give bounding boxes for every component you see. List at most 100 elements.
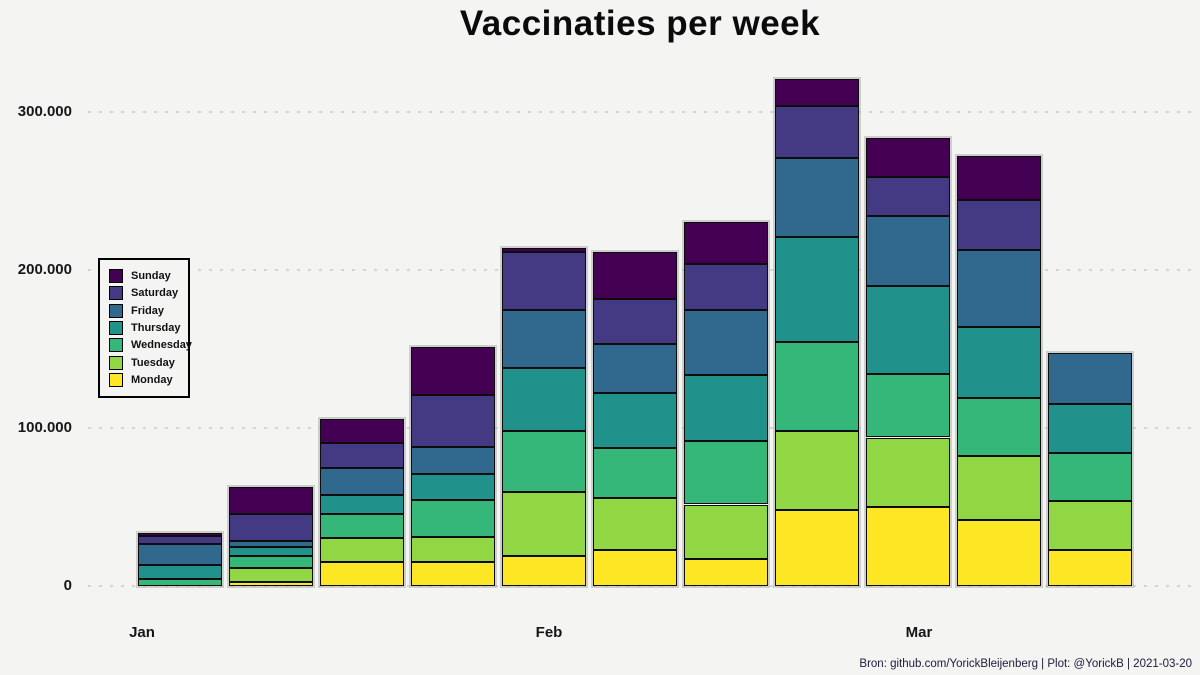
y-tick-200000: 200.000 — [17, 261, 72, 278]
bar-week-10 — [955, 153, 1043, 589]
y-tick-300000: 300.000 — [17, 103, 72, 120]
bar-segment-wednesday — [411, 499, 495, 537]
y-tick-0: 0 — [63, 577, 72, 594]
bar-segment-wednesday — [957, 397, 1041, 456]
bar-segment-friday — [1048, 353, 1132, 405]
bar-segment-monday — [320, 562, 404, 586]
legend-item-thursday: Thursday — [109, 320, 188, 335]
bar-segment-saturday — [320, 443, 404, 468]
bar-week-8 — [773, 76, 861, 589]
bar-segment-sunday — [957, 155, 1041, 200]
bar-segment-wednesday — [320, 514, 404, 539]
bar-segment-wednesday — [138, 578, 222, 586]
legend: Sunday Saturday Friday Thursday Wednesday Tue… — [98, 258, 192, 398]
legend-swatch-wednesday — [109, 338, 123, 353]
bar-segment-friday — [138, 544, 222, 565]
bar-week-7 — [682, 219, 770, 588]
gridline-0 — [88, 585, 1195, 587]
bar-segment-friday — [229, 540, 313, 548]
bar-segment-saturday — [229, 514, 313, 541]
bar-segment-friday — [502, 309, 586, 369]
bar-segment-sunday — [775, 78, 859, 106]
legend-swatch-tuesday — [109, 355, 123, 370]
bar-segment-thursday — [684, 375, 768, 442]
bar-segment-wednesday — [866, 374, 950, 438]
bar-segment-thursday — [502, 368, 586, 432]
bar-segment-wednesday — [684, 441, 768, 505]
x-tick-mar: Mar — [905, 624, 933, 641]
bar-segment-tuesday — [411, 536, 495, 562]
bar-segment-saturday — [684, 264, 768, 311]
bar-segment-monday — [684, 559, 768, 586]
bar-segment-tuesday — [1048, 500, 1132, 551]
bar-segment-tuesday — [502, 492, 586, 557]
bar-segment-saturday — [138, 536, 222, 545]
bar-segment-monday — [593, 549, 677, 586]
bar-segment-sunday — [684, 221, 768, 265]
bar-segment-sunday — [502, 247, 586, 252]
x-tick-jan: Jan — [129, 624, 155, 641]
bar-segment-tuesday — [320, 538, 404, 563]
bar-segment-tuesday — [866, 437, 950, 508]
bar-segment-friday — [593, 343, 677, 393]
legend-label: Friday — [131, 304, 165, 317]
source-footer: Bron: github.com/YorickBleijenberg | Plo… — [859, 658, 1192, 670]
bar-segment-tuesday — [957, 455, 1041, 521]
legend-swatch-sunday — [109, 269, 123, 283]
bar-week-1 — [136, 531, 224, 588]
bar-segment-sunday — [866, 138, 950, 178]
bar-segment-friday — [684, 310, 768, 376]
bar-segment-friday — [957, 249, 1041, 327]
legend-label: Monday — [131, 373, 173, 386]
bar-segment-friday — [411, 447, 495, 474]
legend-item-sunday: Sunday — [109, 269, 188, 283]
legend-label: Tuesday — [131, 356, 175, 369]
bar-segment-saturday — [957, 199, 1041, 250]
legend-swatch-saturday — [109, 286, 123, 301]
bar-segment-wednesday — [502, 431, 586, 493]
bar-segment-monday — [1048, 550, 1132, 586]
legend-label: Thursday — [131, 321, 181, 334]
legend-swatch-thursday — [109, 320, 123, 335]
bar-segment-saturday — [866, 177, 950, 216]
bar-segment-thursday — [138, 564, 222, 579]
bar-segment-tuesday — [229, 567, 313, 582]
bar-segment-thursday — [320, 495, 404, 515]
legend-swatch-monday — [109, 372, 123, 387]
bar-segment-friday — [320, 467, 404, 496]
bar-segment-saturday — [411, 395, 495, 448]
bar-segment-wednesday — [1048, 452, 1132, 501]
legend-item-monday: Monday — [109, 372, 188, 387]
bar-segment-monday — [229, 581, 313, 586]
bar-segment-friday — [866, 215, 950, 287]
bar-segment-saturday — [593, 298, 677, 344]
bar-segment-thursday — [957, 326, 1041, 398]
legend-swatch-friday — [109, 303, 123, 318]
bar-segment-sunday — [138, 533, 222, 537]
bar-segment-wednesday — [593, 447, 677, 498]
bar-segment-tuesday — [684, 504, 768, 560]
bar-segment-monday — [866, 507, 950, 586]
bar-segment-sunday — [320, 419, 404, 444]
gridline-300000 — [88, 111, 1195, 113]
bar-segment-sunday — [229, 487, 313, 515]
legend-item-wednesday: Wednesday — [109, 338, 192, 353]
bar-week-2 — [227, 485, 315, 588]
legend-label: Wednesday — [131, 339, 192, 352]
bar-week-5 — [500, 245, 588, 589]
bar-segment-monday — [411, 561, 495, 586]
bar-segment-monday — [957, 520, 1041, 586]
bar-segment-sunday — [411, 347, 495, 396]
bar-segment-saturday — [775, 105, 859, 158]
bar-segment-thursday — [593, 392, 677, 448]
bar-segment-tuesday — [593, 497, 677, 550]
bar-segment-wednesday — [775, 341, 859, 431]
bar-segment-thursday — [411, 473, 495, 500]
bar-segment-wednesday — [229, 556, 313, 568]
legend-label: Sunday — [131, 270, 171, 282]
x-tick-feb: Feb — [535, 624, 563, 641]
bar-segment-saturday — [502, 251, 586, 310]
bar-segment-thursday — [866, 286, 950, 375]
